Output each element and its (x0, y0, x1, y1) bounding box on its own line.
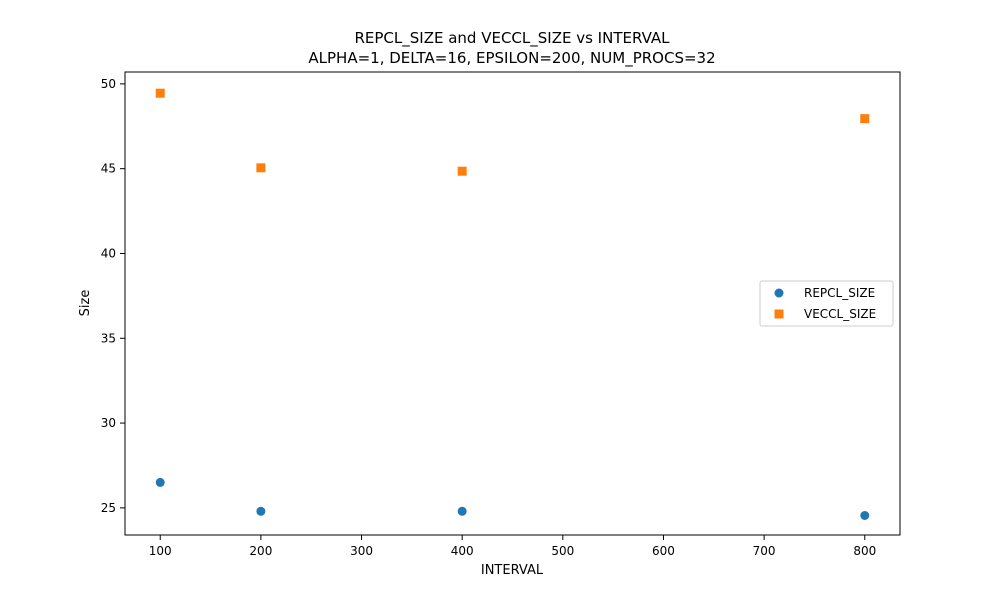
repcl-size-point (155, 477, 165, 487)
y-tick-label: 45 (101, 162, 116, 176)
x-tick-label: 700 (753, 544, 776, 558)
x-tick-label: 500 (551, 544, 574, 558)
x-tick-label: 800 (853, 544, 876, 558)
x-tick-label: 100 (149, 544, 172, 558)
veccl-size-point (457, 166, 467, 176)
legend: REPCL_SIZE VECCL_SIZE (759, 280, 894, 327)
x-tick-label: 200 (249, 544, 272, 558)
chart-subtitle: ALPHA=1, DELTA=16, EPSILON=200, NUM_PROC… (308, 49, 715, 68)
chart-title: REPCL_SIZE and VECCL_SIZE vs INTERVAL (354, 29, 670, 48)
legend-marker-repcl-size (774, 288, 784, 298)
repcl-size-point (860, 510, 870, 520)
plot-area (124, 71, 901, 536)
legend-box (759, 280, 894, 327)
y-tick-label: 35 (101, 331, 116, 345)
legend-marker-veccl-size (774, 309, 784, 319)
veccl-size-point (256, 163, 266, 173)
repcl-size-point (457, 506, 467, 516)
legend-label-veccl-size: VECCL_SIZE (804, 307, 876, 321)
x-axis-label: INTERVAL (481, 563, 544, 578)
x-axis: 100 200 300 400 500 600 700 800 (149, 535, 876, 558)
x-tick-label: 400 (451, 544, 474, 558)
veccl-size-point (860, 114, 870, 124)
x-tick-label: 600 (652, 544, 675, 558)
veccl-size-point (155, 88, 165, 98)
y-tick-label: 25 (101, 501, 116, 515)
plot-frame (124, 71, 901, 536)
repcl-size-point (256, 506, 266, 516)
data-points (155, 88, 870, 520)
y-axis: 25 30 35 40 45 50 (101, 77, 125, 515)
legend-label-repcl-size: REPCL_SIZE (804, 286, 875, 300)
y-tick-label: 50 (101, 77, 116, 91)
y-axis-label: Size (78, 290, 93, 317)
y-tick-label: 30 (101, 416, 116, 430)
y-tick-label: 40 (101, 246, 116, 260)
x-tick-label: 300 (350, 544, 373, 558)
